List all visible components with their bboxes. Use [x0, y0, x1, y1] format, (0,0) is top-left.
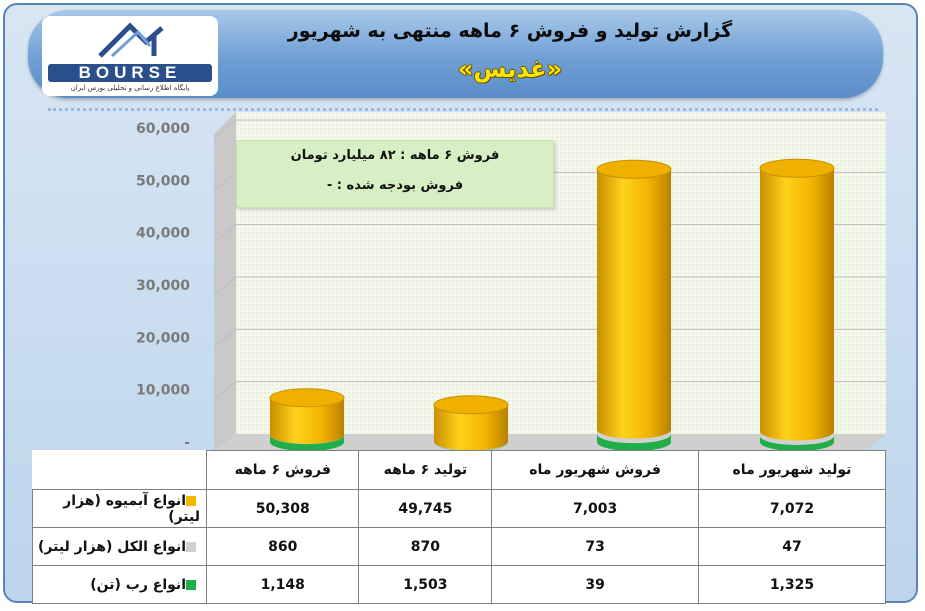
y-tick-label: 10,000	[136, 383, 190, 399]
table-cell: 50,308	[205, 489, 360, 528]
table-cell: 39	[491, 565, 699, 604]
table-cell: 47	[697, 527, 887, 566]
sales-note-box: فروش ۶ ماهه : ۸۲ میلیارد تومان فروش بودج…	[236, 140, 554, 208]
y-tick-label: 20,000	[136, 330, 190, 346]
bourse-logo: BOURSE پایگاه اطلاع رسانی و تحلیلی بورس …	[42, 16, 218, 96]
table-cell: 1,503	[358, 565, 493, 604]
grid-line	[213, 119, 886, 139]
logo-brand: BOURSE	[48, 64, 212, 82]
y-tick-label: 50,000	[136, 173, 190, 189]
y-tick-label: 30,000	[136, 278, 190, 294]
table-row-label: انواع آبمیوه (هزار لیتر)	[32, 489, 207, 528]
bar-top-cap	[269, 388, 345, 408]
table-cell: 1,148	[205, 565, 360, 604]
table-cell: 870	[358, 527, 493, 566]
table-row-label: انواع رب (تن)	[32, 565, 207, 604]
logo-mark-icon	[98, 22, 164, 58]
plot-floor	[214, 434, 886, 452]
plot-side-wall	[214, 112, 236, 452]
bar-stack	[596, 159, 672, 451]
table-row: انواع الکل (هزار لیتر) 860 870 73 47	[32, 527, 887, 566]
data-table: فروش ۶ ماهه تولید ۶ ماهه فروش شهریور ماه…	[32, 450, 887, 604]
table-header-cell: فروش ۶ ماهه	[205, 450, 360, 490]
bar-juice-segment	[760, 168, 834, 432]
logo-subtitle: پایگاه اطلاع رسانی و تحلیلی بورس ایران	[70, 84, 190, 92]
juice-swatch-icon	[186, 495, 196, 506]
table-row-label: انواع الکل (هزار لیتر)	[32, 527, 207, 566]
bar-top-cap	[433, 395, 509, 415]
table-cell: 7,072	[697, 489, 887, 528]
table-header-cell: فروش شهریور ماه	[491, 450, 699, 490]
bar-juice-segment	[597, 169, 671, 430]
y-tick-label: 40,000	[136, 226, 190, 242]
table-row: انواع آبمیوه (هزار لیتر) 50,308 49,745 7…	[32, 489, 887, 528]
y-tick-label: 60,000	[136, 121, 190, 137]
page-title: گزارش تولید و فروش ۶ ماهه منتهی به شهریو…	[287, 20, 733, 42]
y-tick-label: -	[184, 435, 190, 451]
table-cell: 73	[491, 527, 699, 566]
table-header-row: فروش ۶ ماهه تولید ۶ ماهه فروش شهریور ماه…	[32, 450, 887, 490]
bar-top-cap	[759, 158, 835, 178]
company-name: «غدیس»	[457, 55, 563, 83]
table-header-cell: تولید شهریور ماه	[697, 450, 887, 490]
table-row: انواع رب (تن) 1,148 1,503 39 1,325	[32, 565, 887, 604]
header-divider	[48, 108, 878, 115]
table-cell: 49,745	[358, 489, 493, 528]
table-cell: 1,325	[697, 565, 887, 604]
bar-top-cap	[596, 159, 672, 179]
y-axis: - 10,000 20,000 30,000 40,000 50,000 60,000	[136, 121, 190, 451]
table-corner	[32, 450, 207, 490]
bars	[269, 158, 835, 451]
paste-swatch-icon	[186, 579, 196, 590]
table-header-cell: تولید ۶ ماهه	[358, 450, 493, 490]
bar-stack	[433, 395, 509, 451]
sales-note-line1: فروش ۶ ماهه : ۸۲ میلیارد تومان	[290, 148, 500, 163]
alcohol-swatch-icon	[186, 541, 196, 552]
table-cell: 7,003	[491, 489, 699, 528]
sales-note-line2: فروش بودجه شده : -	[326, 178, 464, 193]
bar-stack	[269, 388, 345, 451]
bar-stack	[759, 158, 835, 451]
table-cell: 860	[205, 527, 360, 566]
